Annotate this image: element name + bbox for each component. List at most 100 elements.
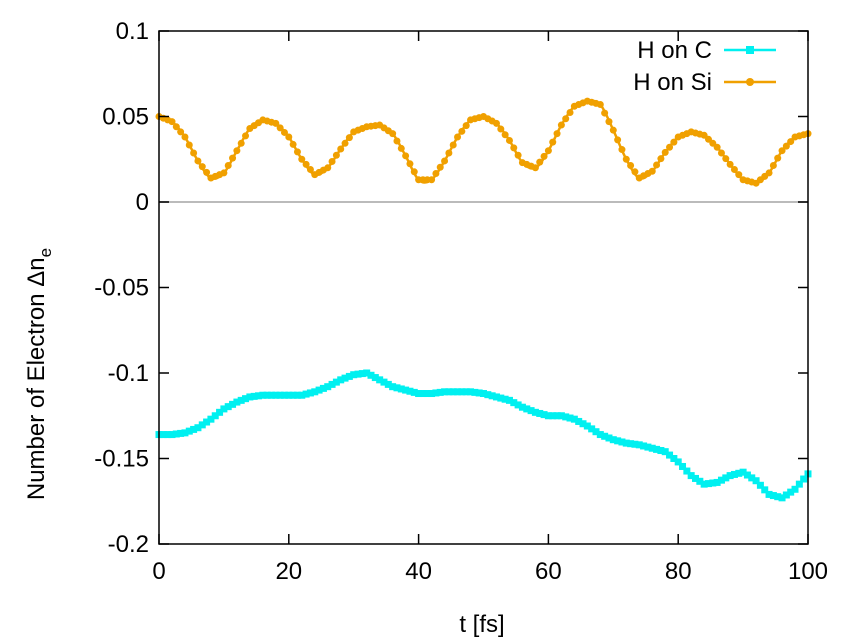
data-point-h-on-c bbox=[583, 422, 591, 430]
data-point-h-on-si bbox=[445, 149, 453, 157]
data-point-h-on-si bbox=[337, 145, 345, 153]
data-point-h-on-c bbox=[679, 462, 687, 470]
data-point-h-on-c bbox=[523, 405, 531, 413]
data-point-h-on-c bbox=[242, 395, 250, 403]
data-point-h-on-si bbox=[432, 170, 440, 177]
x-axis-label: t [fs] bbox=[459, 611, 504, 638]
data-point-h-on-c bbox=[397, 385, 405, 393]
data-point-h-on-si bbox=[345, 134, 353, 142]
series-layer bbox=[155, 97, 812, 502]
data-point-h-on-si bbox=[242, 132, 250, 140]
data-point-h-on-si bbox=[614, 136, 622, 144]
data-point-h-on-c bbox=[795, 480, 803, 488]
data-point-h-on-c bbox=[423, 390, 431, 398]
data-point-h-on-c bbox=[687, 472, 695, 480]
data-point-h-on-c bbox=[475, 389, 483, 397]
data-point-h-on-c bbox=[787, 488, 795, 496]
data-point-h-on-c bbox=[363, 369, 371, 377]
data-point-h-on-si bbox=[609, 126, 617, 134]
data-point-h-on-c bbox=[293, 391, 301, 399]
data-point-h-on-c bbox=[354, 370, 362, 378]
data-point-h-on-si bbox=[510, 144, 518, 152]
data-point-h-on-c bbox=[358, 370, 366, 378]
y-tick-label: -0.15 bbox=[94, 446, 149, 473]
x-tick-label: 40 bbox=[405, 558, 432, 585]
y-axis-label-text: Number of Electron Δn bbox=[23, 257, 50, 500]
data-point-h-on-c bbox=[302, 390, 310, 398]
data-point-h-on-si bbox=[531, 164, 539, 172]
data-point-h-on-si bbox=[298, 155, 306, 163]
data-point-h-on-c bbox=[756, 481, 764, 489]
data-point-h-on-c bbox=[276, 391, 284, 399]
data-point-h-on-c bbox=[644, 443, 652, 451]
data-point-h-on-c bbox=[484, 391, 492, 399]
data-point-h-on-si bbox=[406, 160, 414, 168]
data-point-h-on-c bbox=[371, 374, 379, 382]
data-point-h-on-c bbox=[376, 376, 384, 384]
data-point-h-on-c bbox=[250, 392, 258, 400]
data-point-h-on-c bbox=[492, 393, 500, 401]
data-point-h-on-c bbox=[648, 444, 656, 452]
data-point-h-on-si bbox=[276, 124, 284, 132]
data-point-h-on-c bbox=[609, 436, 617, 444]
data-point-h-on-c bbox=[159, 431, 167, 439]
data-point-h-on-c bbox=[462, 388, 470, 396]
data-point-h-on-c bbox=[782, 491, 790, 499]
data-point-h-on-c bbox=[752, 477, 760, 485]
data-point-h-on-c bbox=[557, 412, 565, 420]
data-point-h-on-c bbox=[566, 414, 574, 422]
data-point-h-on-c bbox=[337, 376, 345, 384]
data-point-h-on-si bbox=[293, 148, 301, 156]
data-point-h-on-c bbox=[267, 391, 275, 399]
data-point-h-on-c bbox=[402, 386, 410, 394]
data-point-h-on-c bbox=[194, 424, 202, 432]
data-point-h-on-c bbox=[419, 390, 427, 398]
axes-layer bbox=[158, 30, 809, 545]
y-tick-label: 0.1 bbox=[116, 18, 149, 45]
data-point-h-on-c bbox=[445, 388, 453, 396]
data-point-h-on-si bbox=[220, 169, 228, 177]
y-tick-label: 0.05 bbox=[102, 104, 149, 131]
data-point-h-on-si bbox=[769, 162, 777, 170]
data-point-h-on-c bbox=[328, 380, 336, 388]
data-point-h-on-c bbox=[692, 474, 700, 482]
data-point-h-on-si bbox=[458, 127, 466, 135]
data-point-h-on-si bbox=[229, 154, 237, 162]
data-point-h-on-si bbox=[441, 157, 449, 165]
data-point-h-on-si bbox=[272, 119, 280, 127]
data-point-h-on-c bbox=[510, 399, 518, 407]
data-point-h-on-c bbox=[315, 386, 323, 394]
x-tick-label: 20 bbox=[275, 558, 302, 585]
data-point-h-on-c bbox=[172, 430, 180, 438]
data-point-h-on-c bbox=[653, 445, 661, 453]
data-point-h-on-c bbox=[488, 392, 496, 400]
data-point-h-on-c bbox=[765, 490, 773, 498]
data-point-h-on-si bbox=[397, 144, 405, 152]
data-point-h-on-c bbox=[575, 417, 583, 425]
data-point-h-on-c bbox=[666, 451, 674, 459]
data-point-h-on-c bbox=[406, 387, 414, 395]
data-point-h-on-c bbox=[579, 420, 587, 428]
data-point-h-on-c bbox=[674, 458, 682, 466]
legend-entry-h-on-si: H on Si bbox=[633, 69, 776, 96]
data-point-h-on-si bbox=[436, 163, 444, 171]
data-point-h-on-c bbox=[324, 383, 332, 391]
data-point-h-on-si bbox=[605, 118, 613, 126]
data-point-h-on-c bbox=[605, 434, 613, 442]
data-point-h-on-si bbox=[622, 155, 630, 163]
data-point-h-on-si bbox=[627, 162, 635, 170]
data-point-h-on-c bbox=[601, 432, 609, 440]
data-point-h-on-c bbox=[211, 412, 219, 420]
x-tick-label: 0 bbox=[152, 558, 165, 585]
data-point-h-on-c bbox=[164, 431, 172, 439]
data-point-h-on-si bbox=[280, 128, 288, 136]
data-point-h-on-si bbox=[618, 146, 626, 154]
data-point-h-on-si bbox=[203, 168, 211, 176]
data-point-h-on-c bbox=[449, 388, 457, 396]
y-tick-label: -0.1 bbox=[108, 360, 149, 387]
ticks-layer: 0 20 40 60 80 100 -0.2 -0.15 -0.1 -0.05 0 0.05 0.1 bbox=[94, 18, 828, 585]
data-point-h-on-c bbox=[570, 415, 578, 423]
data-point-h-on-c bbox=[544, 412, 552, 420]
data-point-h-on-si bbox=[168, 118, 176, 126]
data-point-h-on-si bbox=[730, 166, 738, 174]
